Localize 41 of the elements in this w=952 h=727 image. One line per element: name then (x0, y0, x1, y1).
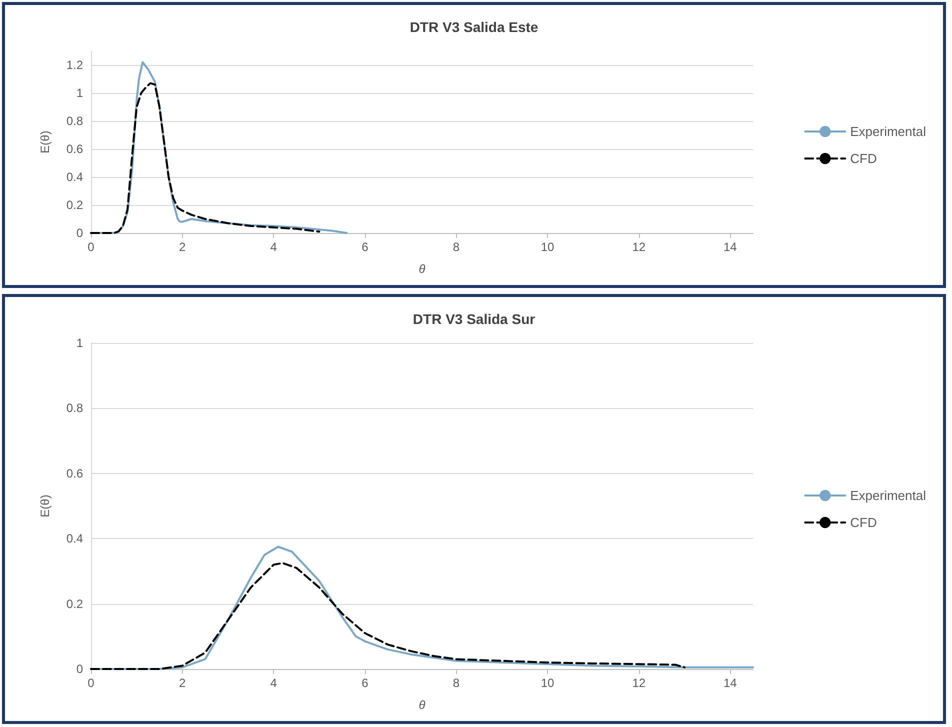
line-series (90, 562, 686, 670)
x-tick-label: 8 (452, 240, 460, 254)
y-tick-label: 0.6 (66, 142, 84, 156)
y-tick-label: 0.6 (66, 466, 84, 480)
x-tick-label: 0 (88, 676, 95, 690)
x-tick-label: 6 (362, 240, 369, 254)
legend-label: Experimental (850, 488, 926, 503)
y-tick-label: 0.2 (66, 198, 84, 212)
x-axis-title: θ (418, 262, 426, 276)
x-tick-label: 6 (362, 676, 369, 690)
legend-label: Experimental (850, 124, 926, 139)
x-tick-label: 4 (270, 676, 278, 690)
y-tick-label: 0 (76, 662, 84, 676)
y-tick-label: 0.8 (66, 401, 84, 416)
x-tick-label: 2 (178, 676, 186, 690)
y-tick-label: 0.4 (66, 170, 84, 184)
chart-title: DTR V3 Salida Sur (412, 311, 536, 327)
x-tick-label: 10 (540, 240, 555, 254)
x-tick-label: 12 (632, 676, 646, 690)
chart-title: DTR V3 Salida Este (410, 19, 538, 35)
y-tick-label: 1.2 (66, 58, 84, 72)
legend-label: CFD (850, 151, 877, 166)
x-tick-label: 0 (88, 240, 95, 254)
y-tick-label: 0 (76, 226, 84, 240)
x-tick-label: 14 (723, 240, 738, 254)
x-tick-label: 2 (178, 240, 186, 254)
x-tick-label: 4 (270, 240, 278, 254)
y-tick-label: 1 (76, 336, 84, 350)
x-tick-label: 12 (632, 240, 646, 254)
line-series (90, 82, 320, 234)
y-tick-label: 1 (76, 86, 84, 100)
x-tick-label: 14 (723, 676, 738, 690)
x-tick-label: 10 (540, 676, 555, 690)
y-axis-title: E(θ) (38, 494, 52, 518)
x-axis-title: θ (418, 698, 426, 712)
legend-label: CFD (850, 515, 877, 530)
y-tick-label: 0.4 (66, 532, 84, 546)
x-tick-label: 8 (452, 676, 460, 690)
y-tick-label: 0.8 (66, 114, 84, 128)
y-axis-title: E(θ) (38, 130, 52, 154)
y-tick-label: 0.2 (66, 596, 84, 611)
